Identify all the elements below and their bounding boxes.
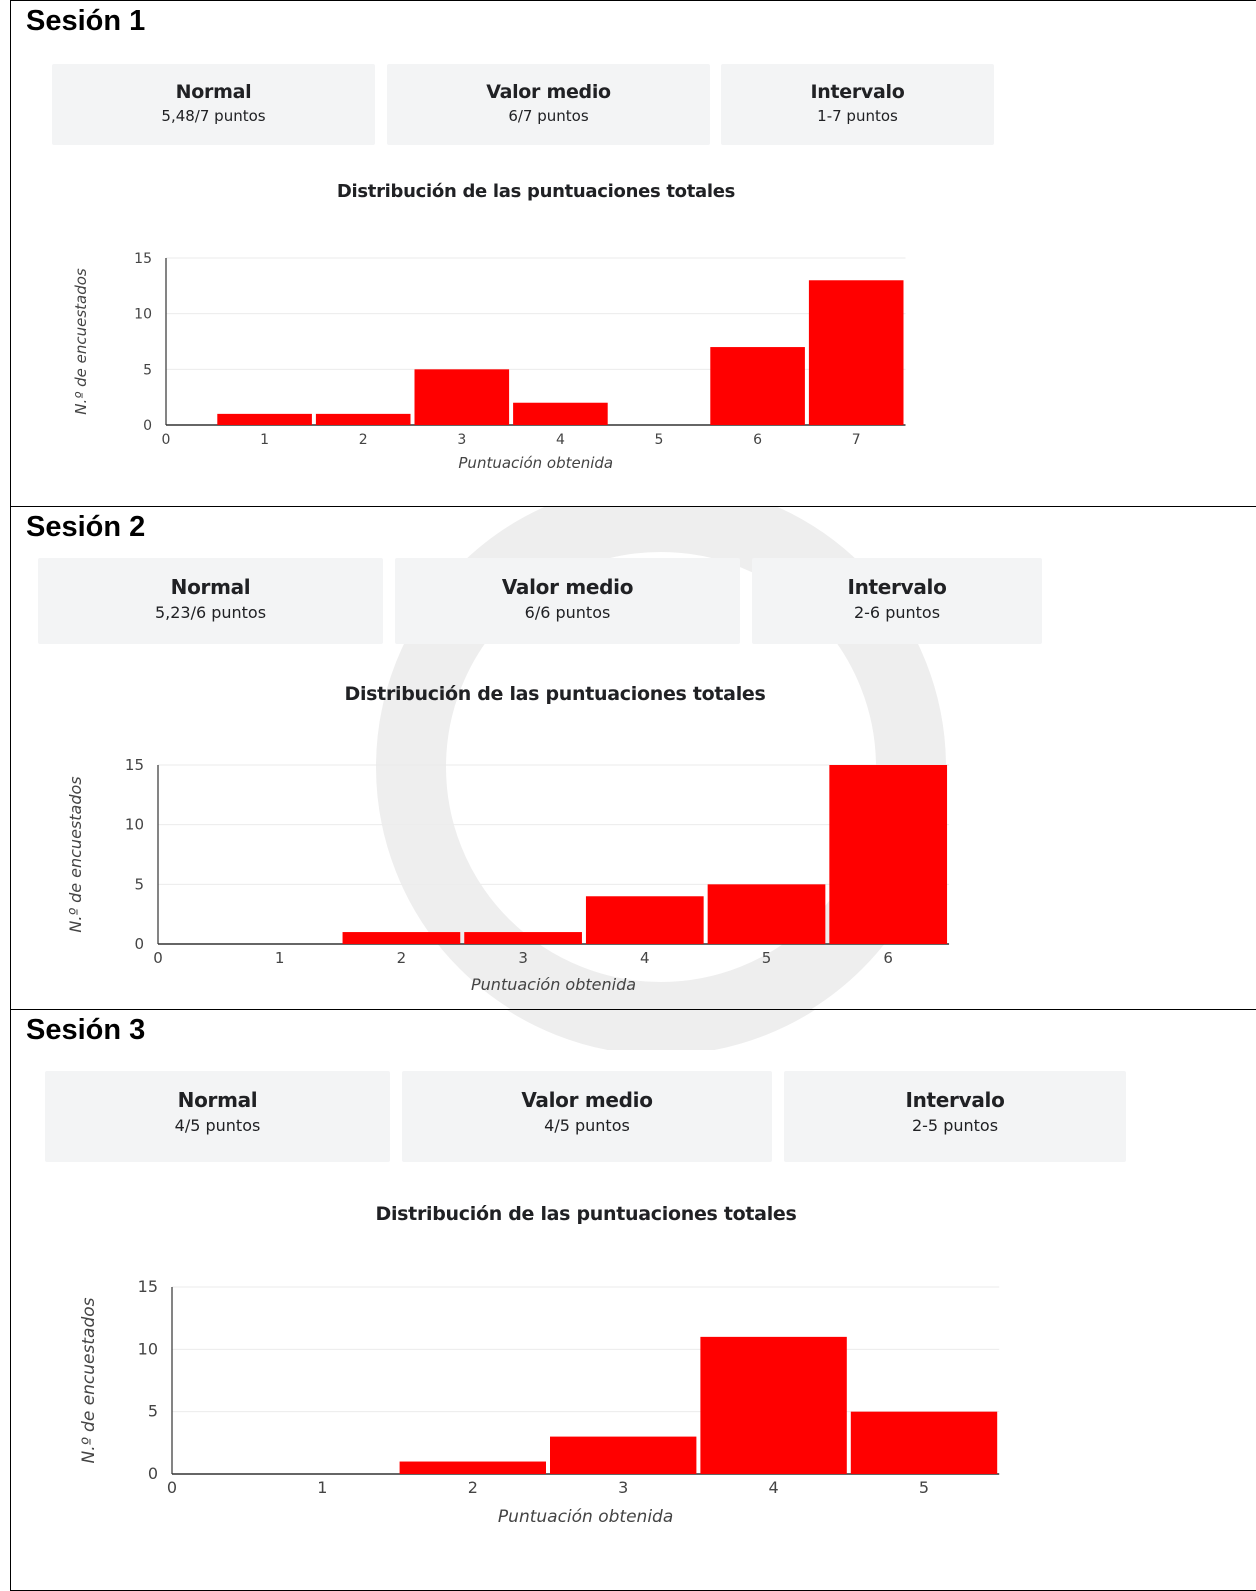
y-tick-label: 0 [134,935,144,953]
bar [399,1461,546,1474]
bar [700,1336,847,1474]
interval-card: Intervalo 2-5 puntos [784,1071,1126,1162]
x-tick-label: 0 [153,949,163,967]
x-tick-label: 5 [762,949,772,967]
y-axis-label: N.º de encuestados [79,1297,99,1463]
score-distribution-chart: 0 5 10 15 0 1 2 3 4 5 6 Puntuación obtenida N.º de e… [66,756,950,994]
chart-title: Distribución de las puntuaciones totales [344,683,766,705]
y-tick-label: 15 [134,251,152,267]
x-tick-label: 7 [852,432,861,448]
card-value: 2-6 puntos [853,603,941,622]
session-2-panel: Sesión 2 Normal 5,23/6 puntos Valor medi… [10,506,1256,1010]
y-tick-label: 5 [148,1402,158,1421]
y-axis-label: N.º de encuestados [66,776,85,932]
x-tick-label: 1 [260,432,269,448]
y-axis-label: N.º de encuestados [72,268,90,415]
card-label: Intervalo [905,1088,1005,1112]
card-label: Normal [177,1088,258,1112]
x-tick-label: 5 [655,432,664,448]
session-3-panel: Sesión 3 Normal 4/5 puntos Valor medio 4… [10,1009,1256,1591]
bar [513,402,608,425]
card-value: 5,48/7 puntos [161,107,266,125]
bar [217,413,312,425]
card-label: Valor medio [486,81,611,103]
bar [707,884,826,944]
x-tick-label: 3 [518,949,528,967]
bar [710,347,805,425]
interval-card: Intervalo 2-6 puntos [752,558,1042,644]
bar [315,413,411,425]
card-value: 4/5 puntos [174,1116,261,1135]
x-tick-label: 2 [468,1478,478,1497]
watermark-logo [301,1010,1021,1055]
card-label: Normal [175,81,252,103]
x-tick-label: 3 [618,1478,628,1497]
card-value: 4/5 puntos [544,1116,630,1135]
normal-card: Normal 5,48/7 puntos [52,64,375,145]
mean-card: Valor medio 4/5 puntos [402,1071,772,1162]
x-tick-label: 3 [457,432,466,448]
chart-title: Distribución de las puntuaciones totales [336,181,736,202]
y-tick-label: 10 [138,1339,158,1358]
x-axis-label: Puntuación obtenida [471,975,636,994]
y-tick-label: 0 [143,418,152,434]
x-tick-label: 0 [167,1478,177,1497]
score-distribution-chart: 0 5 10 15 0 1 2 3 4 5 6 7 Puntuación obtenida N.º de … [72,251,906,472]
x-tick-label: 4 [769,1478,779,1497]
bar [414,369,510,425]
bar [464,932,582,944]
card-label: Intervalo [810,81,905,103]
card-label: Valor medio [521,1088,653,1112]
card-label: Intervalo [847,575,947,599]
interval-card: Intervalo 1-7 puntos [721,64,994,145]
x-tick-label: 0 [162,432,171,448]
card-label: Normal [170,575,251,599]
card-value: 2-5 puntos [911,1116,999,1135]
session-title: Sesión 3 [26,1014,146,1046]
y-tick-label: 15 [138,1277,158,1296]
normal-card: Normal 4/5 puntos [45,1071,390,1162]
session-title: Sesión 1 [26,5,146,37]
card-value: 1-7 puntos [817,107,898,125]
x-tick-label: 1 [317,1478,327,1497]
x-tick-label: 4 [556,432,565,448]
y-tick-label: 0 [148,1464,158,1483]
x-tick-label: 4 [640,949,650,967]
y-tick-label: 10 [125,816,144,834]
x-tick-label: 6 [753,432,762,448]
session-1-panel: Sesión 1 Normal 5,48/7 puntos Valor medi… [10,0,1256,507]
score-distribution-chart: 0 5 10 15 0 1 2 3 4 5 Puntuación obtenida N.º de en… [79,1277,1000,1527]
x-axis-label: Puntuación obtenida [458,454,613,472]
x-tick-label: 5 [919,1478,929,1497]
mean-card: Valor medio 6/6 puntos [395,558,740,644]
x-tick-label: 6 [883,949,893,967]
y-tick-label: 15 [125,756,144,774]
x-tick-label: 2 [359,432,368,448]
card-value: 6/6 puntos [524,603,611,622]
mean-card: Valor medio 6/7 puntos [387,64,710,145]
normal-card: Normal 5,23/6 puntos [38,558,383,644]
y-tick-label: 5 [143,362,152,378]
chart-title: Distribución de las puntuaciones totales [375,1203,797,1225]
x-tick-label: 2 [397,949,407,967]
bar [850,1411,998,1474]
bar [585,896,704,944]
x-tick-label: 1 [275,949,285,967]
bar [550,1436,697,1474]
bar [808,280,904,425]
bar [342,932,461,944]
session-title: Sesión 2 [26,511,146,543]
bar [829,765,948,944]
x-axis-label: Puntuación obtenida [498,1507,673,1527]
card-label: Valor medio [501,575,634,599]
card-value: 5,23/6 puntos [154,603,267,622]
card-value: 6/7 puntos [508,107,589,125]
y-tick-label: 5 [134,875,144,893]
y-tick-label: 10 [134,307,152,323]
